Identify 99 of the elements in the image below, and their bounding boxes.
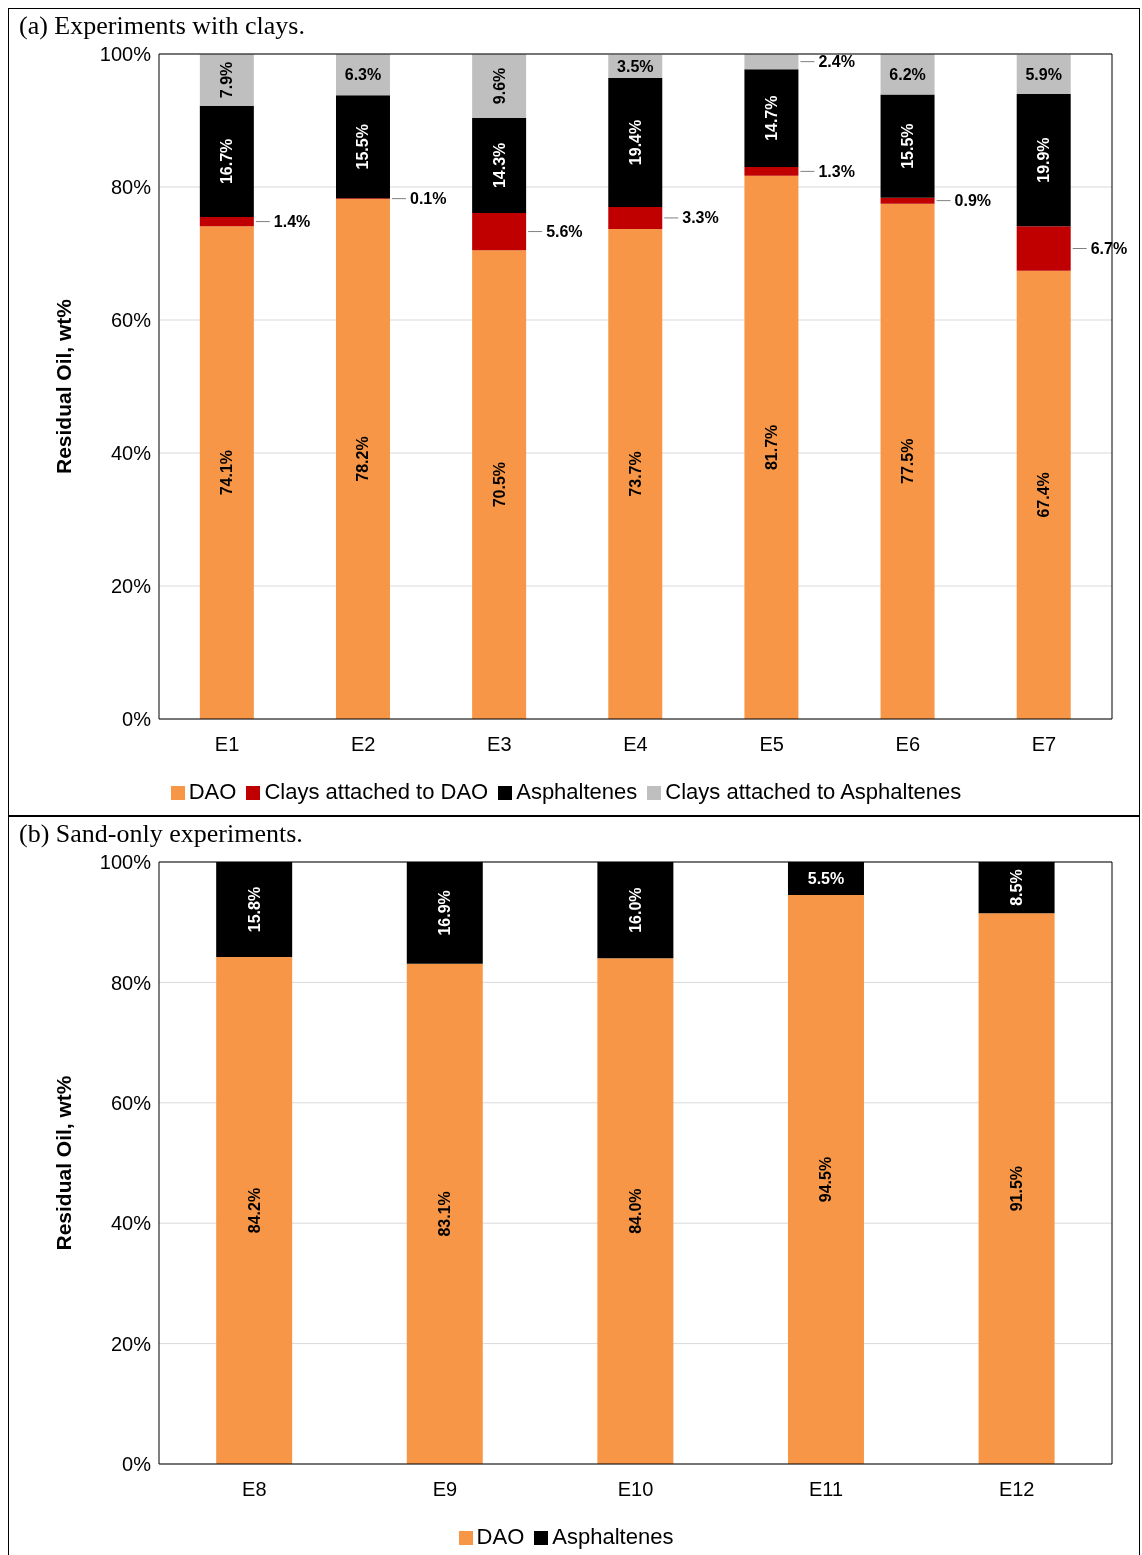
x-tick-label: E4 xyxy=(623,733,648,756)
bar xyxy=(335,198,390,719)
y-tick-label: 0% xyxy=(122,708,152,731)
y-tick-label: 0% xyxy=(122,1453,152,1476)
data-label: 14.3% xyxy=(490,142,508,189)
bar xyxy=(880,203,935,719)
bar xyxy=(199,226,254,719)
x-tick-label: E9 xyxy=(432,1478,458,1501)
bar xyxy=(744,54,799,70)
y-tick-label: 20% xyxy=(110,575,152,598)
data-label: 9.6% xyxy=(490,67,508,105)
bar xyxy=(1016,270,1071,719)
x-tick-label: E5 xyxy=(759,733,784,756)
data-label: 84.2% xyxy=(245,1187,263,1234)
data-label: 73.7% xyxy=(626,451,644,497)
y-axis-title: Residual Oil, wt% xyxy=(52,298,76,475)
bar xyxy=(472,212,527,251)
data-label: 19.4% xyxy=(626,119,644,166)
bar xyxy=(880,197,935,204)
data-label: 6.2% xyxy=(889,65,926,83)
bar xyxy=(1016,93,1071,227)
bar xyxy=(335,95,390,199)
bar xyxy=(199,105,254,217)
data-label: 70.5% xyxy=(490,461,508,508)
x-tick-label: E11 xyxy=(809,1478,844,1501)
y-axis-title: Residual Oil, wt% xyxy=(52,1075,76,1251)
data-label: 16.9% xyxy=(436,890,454,936)
bar xyxy=(744,167,799,176)
bar xyxy=(472,54,527,118)
data-label: 77.5% xyxy=(899,438,917,484)
y-tick-label: 100% xyxy=(99,851,152,874)
data-label: 3.5% xyxy=(617,57,654,75)
x-tick-label: E12 xyxy=(998,1478,1035,1501)
legend-label: Clays attached to Asphaltenes xyxy=(665,779,962,804)
y-tick-label: 20% xyxy=(110,1332,152,1355)
data-label: 81.7% xyxy=(762,424,780,471)
data-label: 91.5% xyxy=(1008,1165,1026,1212)
data-label: 0.9% xyxy=(954,192,992,210)
data-label: 19.9% xyxy=(1035,137,1053,183)
y-tick-label: 80% xyxy=(110,176,152,199)
data-label: 84.0% xyxy=(626,1188,644,1234)
x-tick-label: E10 xyxy=(617,1478,654,1501)
data-label: 5.5% xyxy=(807,870,845,888)
y-tick-label: 40% xyxy=(110,442,152,465)
data-label: 1.4% xyxy=(273,213,311,231)
data-label: 14.7% xyxy=(762,95,780,141)
chart-title: (a) Experiments with clays. xyxy=(19,11,305,40)
bar xyxy=(608,206,663,229)
legend-label: Clays attached to DAO xyxy=(264,779,489,804)
x-tick-label: E1 xyxy=(214,733,240,756)
data-label: 8.5% xyxy=(1008,869,1026,906)
x-tick-label: E3 xyxy=(487,733,512,756)
data-label: 67.4% xyxy=(1035,472,1053,518)
bar xyxy=(978,913,1055,1464)
bar xyxy=(787,895,864,1464)
bar xyxy=(1016,226,1071,271)
data-label: 3.3% xyxy=(682,209,719,227)
data-label: 6.7% xyxy=(1090,240,1128,258)
x-tick-label: E8 xyxy=(242,1478,267,1501)
data-label: 83.1% xyxy=(436,1191,454,1237)
legend-label: DAO xyxy=(476,1524,525,1549)
bar xyxy=(216,957,293,1464)
data-label: 5.6% xyxy=(546,223,583,241)
data-label: 78.2% xyxy=(354,436,372,482)
y-tick-label: 40% xyxy=(110,1212,152,1235)
data-label: 15.5% xyxy=(899,123,917,169)
data-label: 6.3% xyxy=(344,66,382,84)
data-label: 15.5% xyxy=(354,124,372,170)
chart-title: (b) Sand-only experiments. xyxy=(19,819,303,848)
bar xyxy=(472,250,527,719)
bar xyxy=(744,175,799,719)
x-tick-label: E6 xyxy=(895,733,921,756)
bar xyxy=(199,216,254,227)
bar xyxy=(608,77,663,207)
data-label: 1.3% xyxy=(818,162,855,180)
bar xyxy=(406,963,483,1464)
data-label: 16.0% xyxy=(626,887,644,933)
bar xyxy=(880,94,935,198)
legend-label: Asphaltenes xyxy=(516,779,638,804)
x-tick-label: E7 xyxy=(1031,733,1057,756)
bar xyxy=(744,69,799,168)
data-label: 94.5% xyxy=(817,1156,835,1203)
legend-label: Asphaltenes xyxy=(552,1524,674,1549)
data-label: 15.8% xyxy=(245,886,263,933)
bar xyxy=(597,958,674,1464)
bar xyxy=(472,117,527,213)
data-label: 2.4% xyxy=(818,53,855,71)
x-tick-label: E2 xyxy=(350,733,376,756)
y-tick-label: 60% xyxy=(110,1091,152,1114)
data-label: 16.7% xyxy=(218,138,236,185)
y-tick-label: 100% xyxy=(99,43,152,66)
bar xyxy=(608,228,663,719)
y-tick-label: 60% xyxy=(110,309,152,332)
data-label: 5.9% xyxy=(1025,65,1062,83)
data-label: 7.9% xyxy=(218,61,236,99)
y-tick-label: 80% xyxy=(110,971,152,994)
legend-label: DAO xyxy=(188,779,237,804)
data-label: 74.1% xyxy=(218,449,236,496)
data-label: 0.1% xyxy=(409,190,447,208)
